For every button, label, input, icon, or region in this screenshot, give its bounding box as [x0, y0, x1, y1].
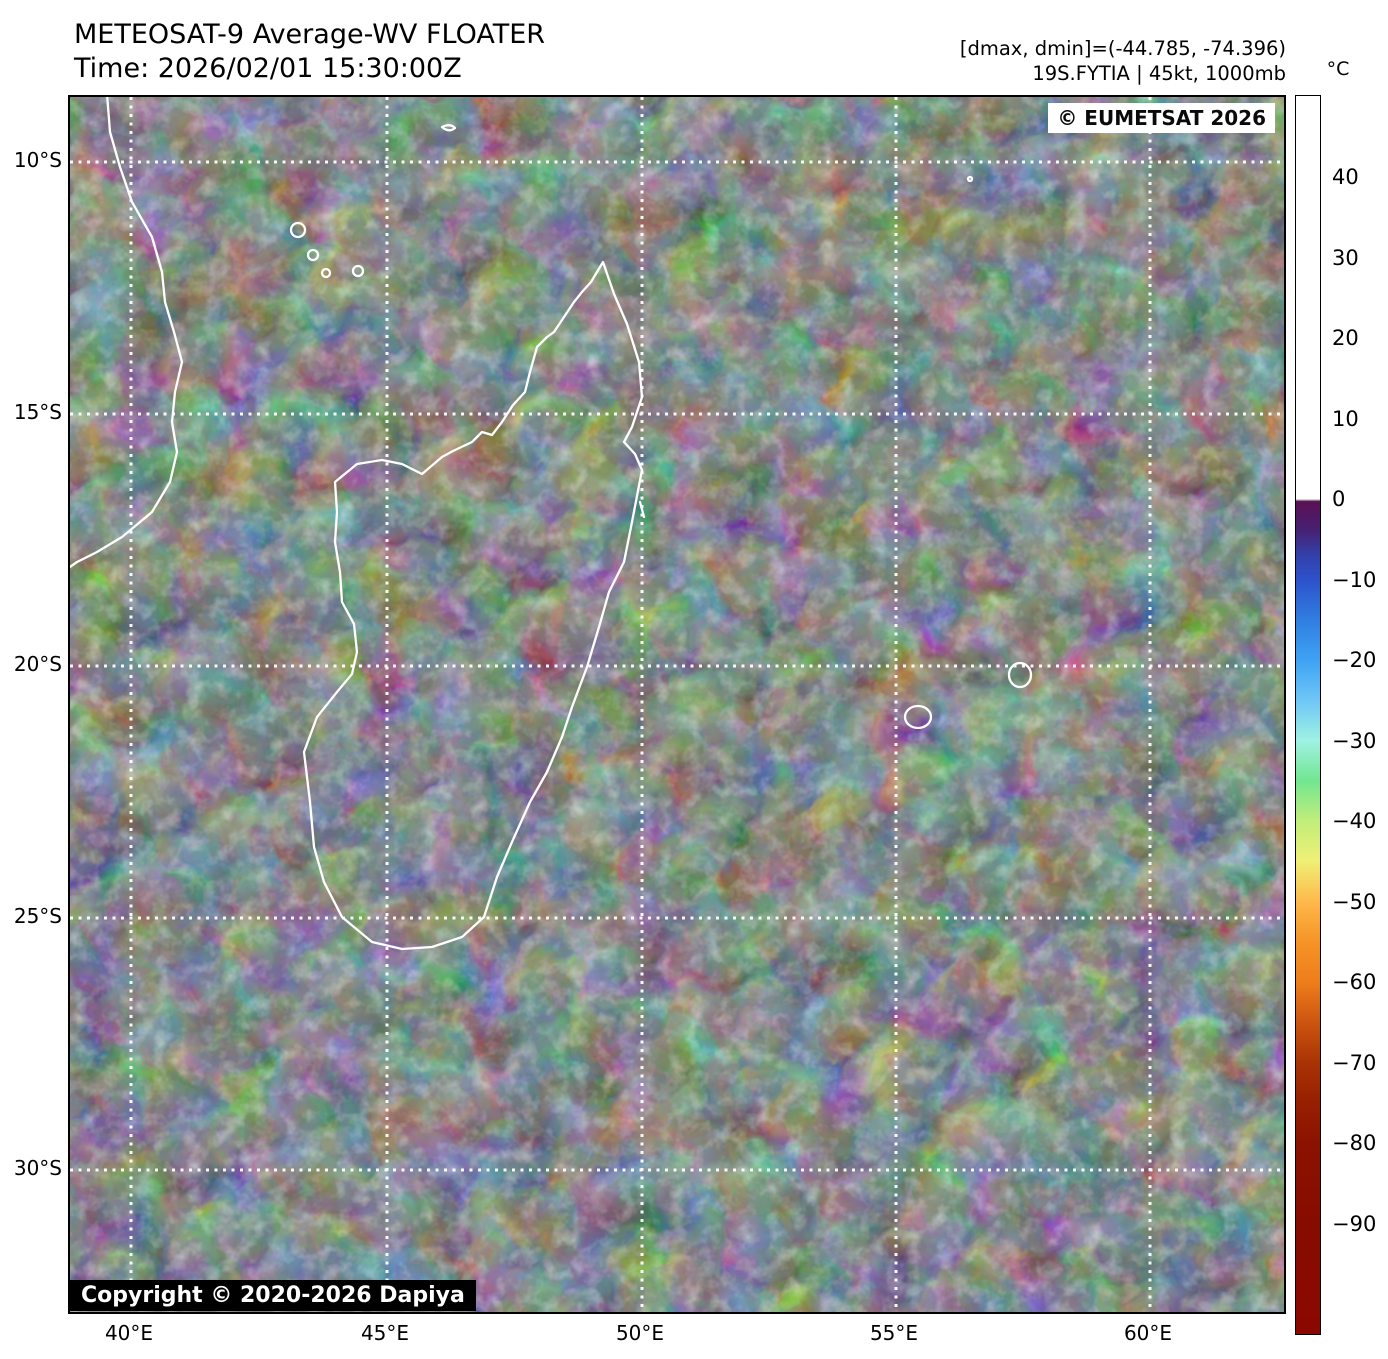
colorbar-tick: −30	[1332, 729, 1377, 753]
grid-lines	[70, 97, 1284, 1312]
colorbar-tick: 20	[1332, 326, 1359, 350]
info-block: [dmax, dmin]=(-44.785, -74.396) 19S.FYTI…	[960, 36, 1286, 86]
lat-label-15s: 15°S	[13, 400, 62, 424]
nosy-boraha-coastline	[638, 500, 646, 519]
colorbar-tick: 40	[1332, 165, 1359, 189]
lat-label-30s: 30°S	[13, 1156, 62, 1180]
colorbar-tick: −40	[1332, 809, 1377, 833]
lon-label-40e: 40°E	[104, 1321, 154, 1345]
colorbar-tick: 30	[1332, 246, 1359, 270]
madagascar-coastline	[302, 260, 644, 951]
satellite-map: © EUMETSAT 2026 Copyright © 2020-2026 Da…	[68, 95, 1286, 1314]
colorbar-tick: 10	[1332, 407, 1359, 431]
comoros-coastline	[289, 221, 365, 279]
satellite-map-canvas	[70, 97, 1284, 1312]
africa-coastline	[70, 97, 184, 569]
colorbar-unit: °C	[1326, 58, 1350, 80]
lon-label-60e: 60°E	[1123, 1321, 1173, 1345]
colorbar-tick: −50	[1332, 890, 1377, 914]
dmax-dmin-readout: [dmax, dmin]=(-44.785, -74.396)	[959, 37, 1286, 60]
eumetsat-credit: © EUMETSAT 2026	[1048, 103, 1275, 133]
coastlines	[70, 97, 1033, 951]
colorbar-tick: −20	[1332, 648, 1377, 672]
noise-texture-overlay	[70, 97, 1284, 1312]
page-title: METEOSAT-9 Average-WV FLOATER	[74, 19, 546, 50]
temperature-colorbar	[1295, 95, 1321, 1335]
mauritius-coastline	[1007, 661, 1033, 689]
lon-label-45e: 45°E	[360, 1321, 410, 1345]
storm-info: 19S.FYTIA | 45kt, 1000mb	[1032, 62, 1286, 85]
reunion-coastline	[903, 704, 933, 730]
title-block: METEOSAT-9 Average-WV FLOATER Time: 2026…	[74, 18, 545, 86]
small-island-dot	[966, 175, 974, 183]
lon-label-50e: 50°E	[615, 1321, 665, 1345]
timestamp: Time: 2026/02/01 15:30:00Z	[74, 53, 462, 84]
small-island-coastline	[440, 124, 457, 132]
lat-label-25s: 25°S	[13, 904, 62, 928]
colorbar-tick: −80	[1332, 1131, 1377, 1155]
lat-label-20s: 20°S	[13, 652, 62, 676]
colorbar-tick: −90	[1332, 1212, 1377, 1236]
colorbar-tick: −60	[1332, 970, 1377, 994]
lon-label-55e: 55°E	[869, 1321, 919, 1345]
copyright-banner: Copyright © 2020-2026 Dapiya	[70, 1280, 476, 1311]
colorbar-tick: 0	[1332, 487, 1346, 511]
colorbar-tick: −70	[1332, 1051, 1377, 1075]
colorbar-tick: −10	[1332, 568, 1377, 592]
lat-label-10s: 10°S	[13, 148, 62, 172]
